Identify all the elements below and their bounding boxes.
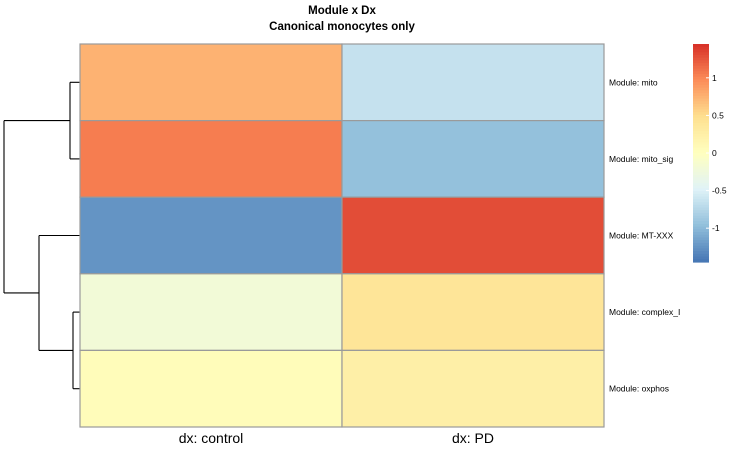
column-label: dx: control: [179, 430, 244, 446]
heatmap-cell: [80, 44, 342, 121]
row-label: Module: complex_I: [609, 307, 680, 317]
heatmap-cell: [80, 274, 342, 351]
row-label: Module: mito_sig: [609, 154, 674, 164]
legend-tick-label: 1: [712, 73, 717, 83]
heatmap-cell: [342, 274, 604, 351]
legend-tick-label: -1: [712, 223, 720, 233]
heatmap-cell: [342, 350, 604, 427]
legend-tick-label: 0.5: [712, 110, 724, 120]
chart-subtitle: Canonical monocytes only: [269, 21, 415, 33]
color-legend: 1 0.5 0 -0.5 -1: [693, 44, 727, 263]
heatmap-cell: [342, 121, 604, 198]
row-label: Module: oxphos: [609, 384, 669, 394]
column-labels: dx: control dx: PD: [179, 430, 494, 446]
heatmap-cell: [80, 121, 342, 198]
heatmap-cell: [342, 44, 604, 121]
heatmap-cell: [80, 197, 342, 274]
row-labels: Module: mito Module: mito_sig Module: MT-X…: [609, 77, 680, 393]
legend-tick-label: 0: [712, 148, 717, 158]
row-dendrogram: [4, 82, 80, 388]
legend-tick-label: -0.5: [712, 186, 727, 196]
heatmap-cell: [80, 350, 342, 427]
chart-title: Module x Dx: [308, 5, 376, 17]
column-label: dx: PD: [452, 430, 494, 446]
row-label: Module: MT-XXX: [609, 231, 674, 241]
legend-gradient-step: [693, 259, 709, 262]
heatmap-cells: [80, 44, 604, 427]
row-label: Module: mito: [609, 77, 658, 87]
heatmap-cell: [342, 197, 604, 274]
